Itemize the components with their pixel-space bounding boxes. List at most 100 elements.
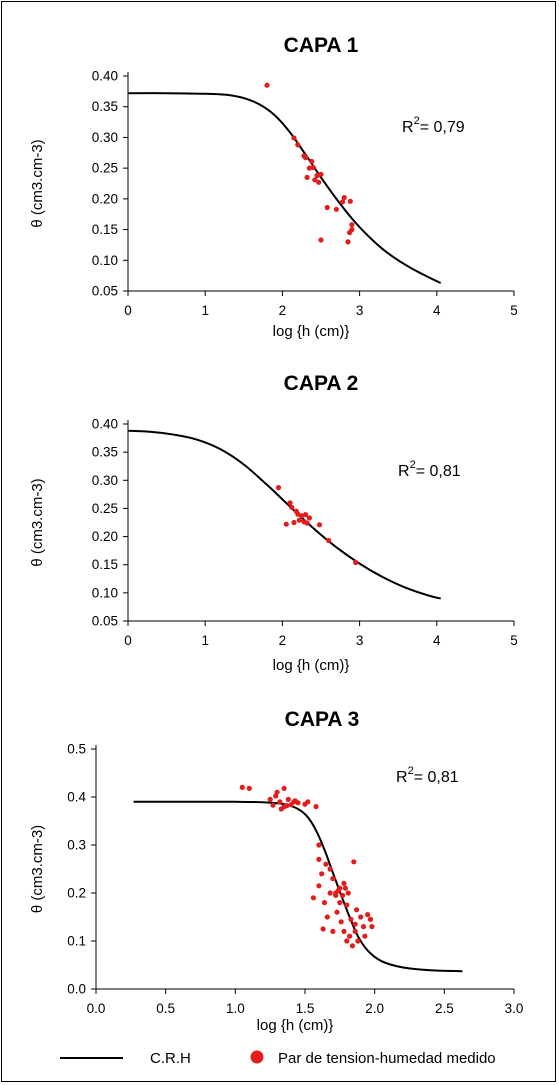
data-point	[303, 155, 309, 161]
data-point	[320, 926, 326, 932]
data-point	[344, 902, 350, 908]
chart-title: CAPA 2	[284, 372, 359, 395]
y-tick-label: 0.1	[67, 934, 86, 949]
x-tick-label: 1	[201, 303, 209, 318]
y-tick-label: 0.05	[92, 284, 118, 299]
data-point	[347, 198, 353, 204]
data-point	[291, 135, 297, 141]
x-tick-label: 4	[433, 633, 441, 648]
data-point	[303, 511, 309, 518]
data-point	[352, 928, 358, 935]
data-point	[354, 907, 360, 913]
data-point	[264, 82, 270, 88]
r-squared-symbol: R	[398, 463, 410, 480]
data-point	[340, 199, 346, 205]
data-point	[316, 842, 322, 848]
crh-curve	[133, 800, 463, 973]
x-tick-label: 1.0	[226, 1001, 245, 1016]
chart-1: CAPA 1 0.40 0.35 0.30 0.25 0.20 0.15 0.10 0.05 0 1…	[29, 34, 518, 340]
data-point	[306, 515, 312, 521]
y-tick-label: 0.5	[67, 742, 86, 757]
y-tick-label: 0.2	[67, 886, 86, 901]
x-tick-label: 0.0	[87, 1001, 106, 1016]
data-point	[273, 793, 279, 799]
data-point	[318, 171, 324, 177]
r-squared-superscript: 2	[414, 115, 420, 127]
data-point	[353, 559, 359, 566]
legend-dot-icon	[250, 1050, 264, 1064]
r-squared-symbol: R	[396, 769, 408, 786]
r-squared-symbol: R	[402, 119, 414, 136]
data-point	[340, 892, 346, 899]
chart-title: CAPA 1	[284, 34, 359, 57]
data-point	[316, 883, 322, 889]
data-point	[281, 804, 287, 810]
y-tick-label: 0.05	[92, 614, 118, 629]
y-axis-label: θ (cm3.cm-3)	[29, 478, 46, 566]
data-point	[324, 914, 330, 920]
data-point	[293, 508, 299, 514]
data-point	[289, 504, 295, 510]
data-point	[310, 895, 316, 901]
data-point	[316, 522, 323, 528]
data-point	[355, 938, 361, 944]
data-point	[330, 928, 336, 935]
legend: C.R.H Par de tension-humedad medido	[60, 1050, 496, 1067]
data-point	[267, 796, 273, 803]
legend-points-label: Par de tension-humedad medido	[278, 1050, 496, 1067]
data-point	[275, 485, 282, 491]
data-point	[367, 916, 374, 923]
data-point	[345, 239, 351, 245]
data-point	[283, 521, 289, 527]
data-point	[327, 890, 333, 896]
y-axis-label: θ (cm3.cm-3)	[29, 825, 46, 913]
x-tick-label: 2.0	[365, 1001, 384, 1016]
r-squared-annotation: R2= 0,79	[402, 115, 465, 136]
y-tick-label: 0.40	[92, 417, 118, 432]
x-tick-label: 0.5	[156, 1001, 175, 1016]
data-point	[330, 876, 336, 882]
data-point	[321, 900, 328, 906]
r-squared-value: = 0,81	[416, 463, 461, 480]
y-tick-label: 0.30	[92, 473, 118, 488]
data-point	[270, 802, 276, 808]
x-tick-label: 1	[201, 633, 209, 648]
x-tick-label: 2	[279, 633, 287, 648]
data-point	[344, 938, 350, 944]
data-point	[333, 206, 339, 212]
data-point	[341, 928, 347, 935]
y-tick-label: 0.3	[67, 838, 86, 853]
data-point	[347, 230, 353, 236]
data-point	[295, 142, 301, 148]
data-point	[360, 924, 367, 930]
x-axis-label: log {h (cm)}	[273, 323, 350, 340]
data-point	[281, 785, 287, 792]
data-point	[351, 859, 357, 865]
r-squared-annotation: R2= 0,81	[398, 459, 461, 480]
data-point	[310, 164, 316, 171]
r-squared-value: = 0,79	[420, 119, 465, 136]
data-point	[291, 519, 297, 526]
y-tick-label: 0.20	[92, 529, 118, 544]
data-point	[334, 909, 340, 915]
data-point	[306, 165, 312, 171]
y-tick-label: 0.40	[92, 69, 118, 84]
data-point	[296, 517, 302, 523]
y-tick-label: 0.25	[92, 501, 118, 516]
x-tick-label: 3	[356, 633, 364, 648]
chart-title: CAPA 3	[285, 708, 360, 731]
data-point	[314, 172, 320, 179]
data-point	[313, 804, 319, 810]
data-point	[362, 933, 368, 939]
data-point	[299, 513, 305, 519]
r-squared-superscript: 2	[408, 765, 414, 777]
crh-curve	[127, 92, 442, 284]
x-tick-label: 5	[510, 303, 518, 318]
data-point	[285, 796, 291, 803]
data-point	[319, 871, 325, 877]
r-squared-value: = 0,81	[414, 769, 459, 786]
data-point	[335, 888, 341, 894]
data-point	[316, 856, 322, 863]
data-point	[318, 237, 324, 243]
data-point	[305, 799, 311, 805]
